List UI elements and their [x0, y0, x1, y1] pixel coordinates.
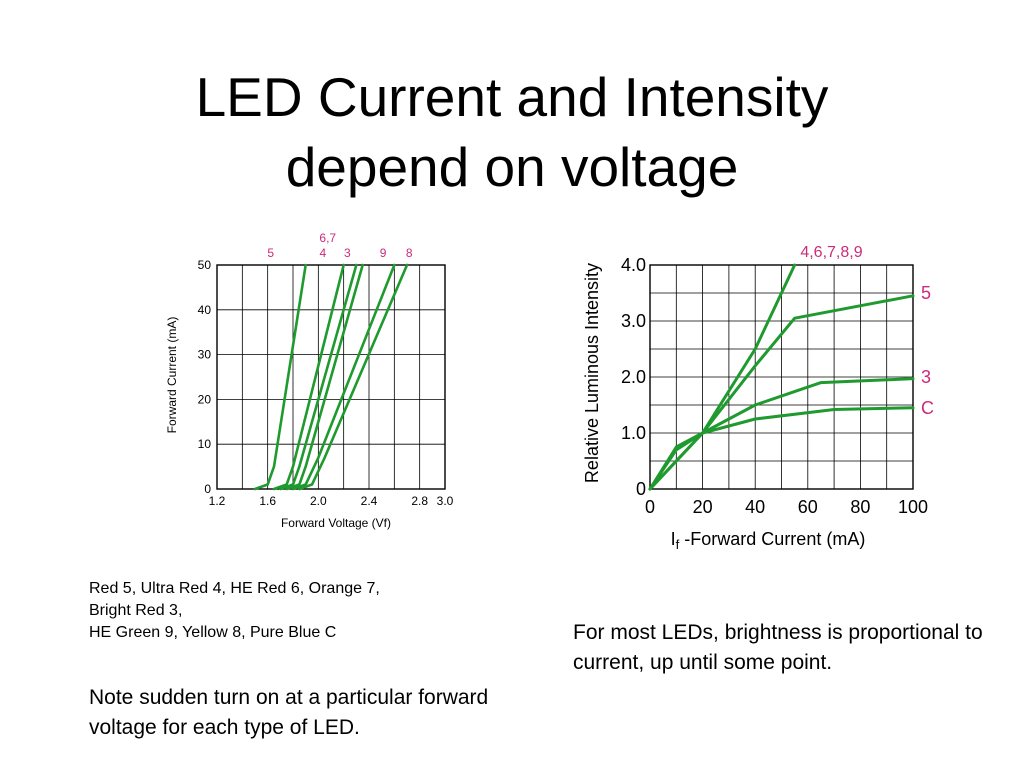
series-line-9: [291, 263, 396, 491]
x-axis-label-prefix: I: [671, 529, 676, 549]
series-line-5: [253, 263, 307, 491]
x-tick-label: 2.0: [310, 494, 327, 508]
y-tick-label: 0: [636, 479, 646, 499]
series-top-label: 3: [344, 246, 351, 260]
series-top-label: 5: [267, 246, 274, 260]
plot-frame: [216, 264, 446, 490]
y-tick-label: 10: [198, 437, 212, 451]
y-tick-label: 2.0: [621, 367, 646, 387]
legend-line: Bright Red 3,: [89, 602, 183, 619]
y-tick-label: 3.0: [621, 311, 646, 331]
brightness-note: For most LEDs, brightness is proportiona…: [573, 621, 983, 674]
x-tick-label: 60: [798, 497, 818, 517]
slide-title: LED Current and Intensity depend on volt…: [0, 62, 1024, 202]
y-tick-label: 40: [198, 303, 212, 317]
y-tick-labels: 0 10 20 30 40 50: [198, 258, 212, 496]
x-axis-label-rest: -Forward Current (mA): [679, 529, 865, 549]
luminous-intensity-chart: 0 20 40 60 80 100 0 1.0 2.0 3.0 4.0 5 3 C 4,6,7,8,9…: [582, 244, 934, 552]
x-tick-label: 40: [745, 497, 765, 517]
series-side-label: 3: [921, 367, 931, 387]
x-axis-label-subscript: f: [676, 537, 680, 552]
series-top-label: 4: [320, 246, 327, 260]
x-tick-label: 1.6: [259, 494, 276, 508]
series-line-C: [648, 406, 915, 491]
y-tick-label: 1.0: [621, 423, 646, 443]
y-tick-label: 0: [204, 482, 211, 496]
x-tick-label: 1.2: [209, 494, 226, 508]
series-line-8: [298, 263, 409, 491]
x-tick-label: 100: [898, 497, 928, 517]
y-tick-labels: 0 1.0 2.0 3.0 4.0: [621, 255, 646, 499]
series-lines: [253, 263, 409, 491]
series-top-label: 4,6,7,8,9: [800, 244, 862, 261]
x-tick-label: 20: [693, 497, 713, 517]
x-tick-labels: 0 20 40 60 80 100: [645, 497, 928, 517]
x-tick-label: 2.8: [411, 494, 428, 508]
series-side-label: 5: [921, 283, 931, 303]
plot-frame: [649, 264, 914, 490]
series-line-4: [272, 263, 345, 491]
y-axis-label: Forward Current (mA): [165, 317, 179, 434]
led-color-legend: Red 5, Ultra Red 4, HE Red 6, Orange 7, …: [89, 578, 380, 644]
x-tick-label: 2.4: [361, 494, 378, 508]
x-tick-labels: 1.2 1.6 2.0 2.4 2.8 3.0: [209, 494, 454, 508]
y-tick-label: 30: [198, 348, 212, 362]
x-axis-label: Forward Voltage (Vf): [281, 516, 391, 530]
slide-title-line-2: depend on voltage: [285, 136, 739, 198]
y-tick-label: 20: [198, 392, 212, 406]
series-side-labels: 5 3 C: [921, 283, 934, 418]
series-top-label: 6,7: [319, 231, 336, 245]
y-tick-label: 50: [198, 258, 212, 272]
legend-line: Red 5, Ultra Red 4, HE Red 6, Orange 7,: [89, 580, 380, 597]
x-tick-label: 80: [850, 497, 870, 517]
x-tick-label: 3.0: [437, 494, 454, 508]
series-line-6-7: [279, 263, 358, 491]
series-line-5: [648, 294, 915, 491]
series-top-labels: 5 46,7 3 9 8: [267, 231, 412, 260]
series-line-3: [285, 263, 364, 491]
slide-title-line-1: LED Current and Intensity: [195, 66, 829, 128]
x-axis-label: If -Forward Current (mA): [671, 529, 866, 552]
grid: [649, 264, 914, 490]
legend-line: HE Green 9, Yellow 8, Pure Blue C: [89, 624, 337, 641]
series-lines: [648, 263, 915, 491]
x-tick-label: 0: [645, 497, 655, 517]
series-top-label: 9: [380, 246, 387, 260]
turn-on-note: Note sudden turn on at a particular forw…: [89, 686, 489, 739]
y-tick-label: 4.0: [621, 255, 646, 275]
y-axis-label: Relative Luminous Intensity: [582, 263, 602, 483]
series-top-label: 8: [406, 246, 413, 260]
series-side-label: C: [921, 398, 934, 418]
